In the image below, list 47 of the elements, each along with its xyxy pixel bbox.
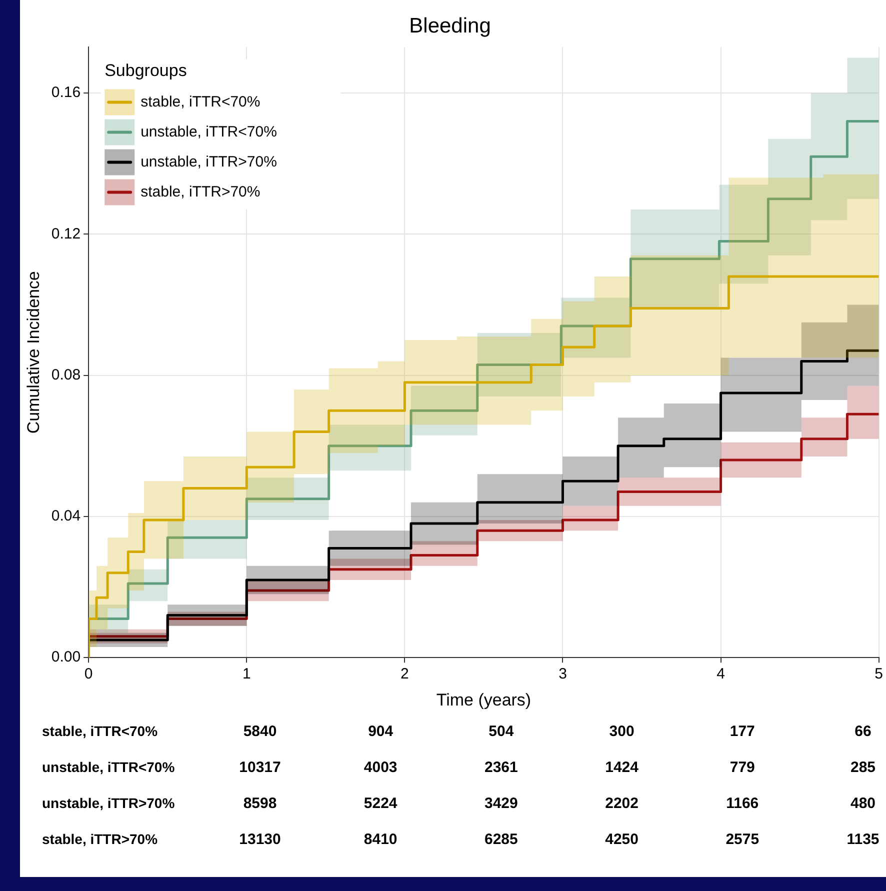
- text: 10317: [238, 759, 282, 776]
- x-tick-label: 3: [558, 666, 567, 683]
- y-tick-label: 0.04: [51, 508, 81, 525]
- x-tick-label: 5: [874, 666, 883, 683]
- x-tick-label: 1: [242, 666, 251, 683]
- text: 3429: [484, 795, 519, 812]
- text: 8410: [362, 831, 398, 848]
- text: 177: [728, 723, 756, 740]
- text: 4003: [362, 759, 398, 776]
- text: unstable, iTTR>70%: [42, 795, 175, 811]
- y-tick-label: 0.00: [51, 648, 81, 666]
- text: 2361: [484, 759, 519, 776]
- text: 285: [849, 759, 877, 776]
- y-tick-label: 0.08: [51, 366, 81, 384]
- text: 2575: [724, 831, 760, 848]
- text: 1166: [725, 795, 760, 812]
- x-tick-label: 0: [84, 666, 93, 683]
- text: 13130: [238, 831, 282, 848]
- text: 5224: [362, 795, 398, 812]
- text: 5840: [242, 723, 278, 740]
- legend-title: Subgroups: [104, 60, 187, 80]
- text: 1135: [846, 831, 880, 848]
- text: 8598: [242, 795, 278, 812]
- text: 6285: [484, 831, 519, 848]
- text: stable, iTTR>70%: [42, 831, 158, 847]
- y-axis-title: Cumulative Incidence: [24, 271, 43, 434]
- text: unstable, iTTR<70%: [42, 759, 175, 775]
- y-tick-label: 0.16: [51, 84, 81, 102]
- text: 66: [854, 723, 872, 740]
- text: 2202: [604, 795, 640, 812]
- legend-label: stable, iTTR<70%: [140, 93, 260, 110]
- x-tick-label: 4: [716, 666, 725, 683]
- text: stable, iTTR<70%: [42, 723, 158, 739]
- text: 504: [488, 723, 515, 740]
- text: 300: [608, 723, 636, 740]
- text: 480: [849, 795, 877, 812]
- x-tick-label: 2: [400, 666, 409, 683]
- legend-label: unstable, iTTR<70%: [140, 123, 277, 140]
- text: 779: [728, 759, 756, 776]
- legend-label: unstable, iTTR>70%: [140, 153, 277, 170]
- x-axis-title: Time (years): [436, 690, 532, 710]
- text: 1424: [604, 759, 640, 776]
- y-tick-label: 0.12: [51, 225, 81, 242]
- legend-label: stable, iTTR>70%: [140, 183, 260, 200]
- text: 4250: [604, 831, 640, 848]
- chart-title: Bleeding: [409, 14, 491, 38]
- text: 904: [367, 723, 394, 740]
